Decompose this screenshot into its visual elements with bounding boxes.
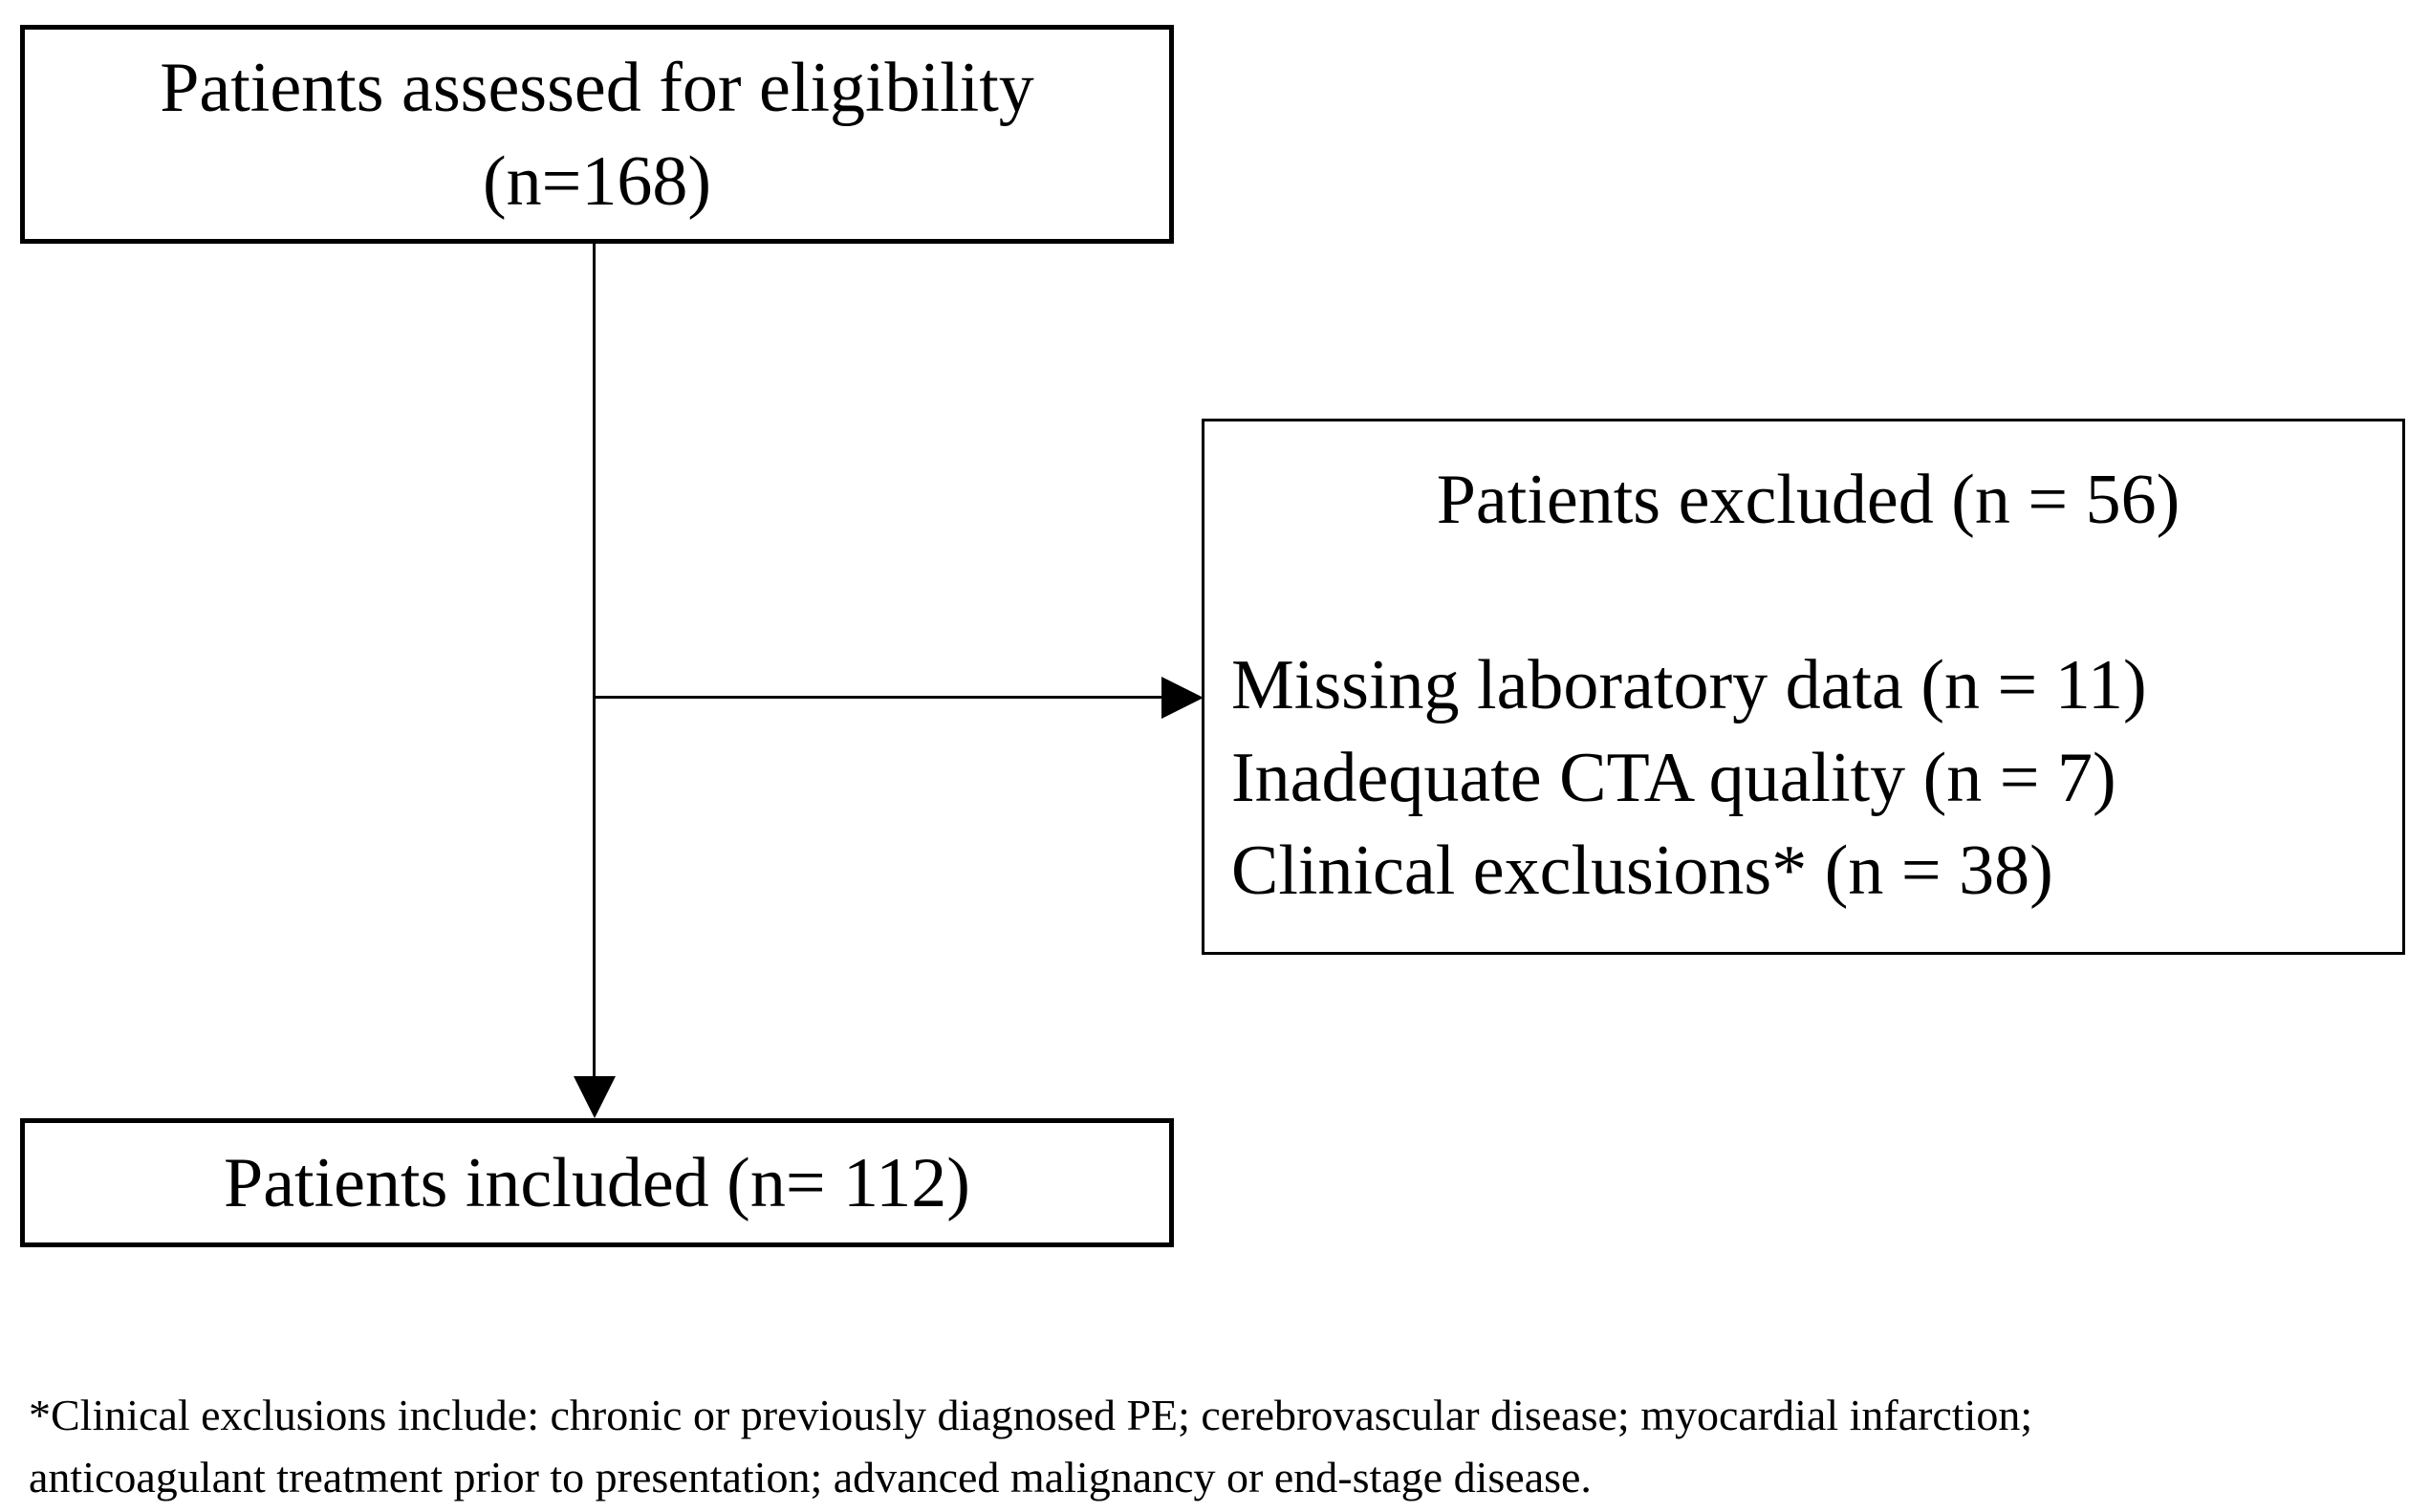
footnote-line2: anticoagulant treatment prior to present… — [29, 1453, 1592, 1501]
footnote-line1: *Clinical exclusions include: chronic or… — [29, 1391, 2033, 1439]
arrow-right-icon — [1161, 677, 1204, 719]
eligibility-box-count: (n=168) — [482, 141, 712, 221]
included-box: Patients included (n= 112) — [20, 1118, 1174, 1247]
excluded-item-clinical-exclusions: Clinical exclusions* (n = 38) — [1231, 832, 2053, 910]
excluded-box: Patients excluded (n = 56) Missing labor… — [1202, 419, 2405, 955]
included-box-label: Patients included (n= 112) — [224, 1143, 970, 1222]
eligibility-box: Patients assessed for eligibility (n=168… — [20, 25, 1174, 244]
footnote: *Clinical exclusions include: chronic or… — [29, 1384, 2419, 1508]
excluded-item-inadequate-cta: Inadequate CTA quality (n = 7) — [1231, 739, 2116, 817]
eligibility-box-line1: Patients assessed for eligibility — [160, 48, 1034, 127]
excluded-box-title: Patients excluded (n = 56) — [1436, 461, 2180, 539]
connector-horizontal-line — [593, 696, 1163, 699]
arrow-down-icon — [574, 1076, 616, 1118]
connector-vertical-line — [593, 244, 596, 1080]
excluded-item-missing-lab-data: Missing laboratory data (n = 11) — [1231, 646, 2147, 724]
